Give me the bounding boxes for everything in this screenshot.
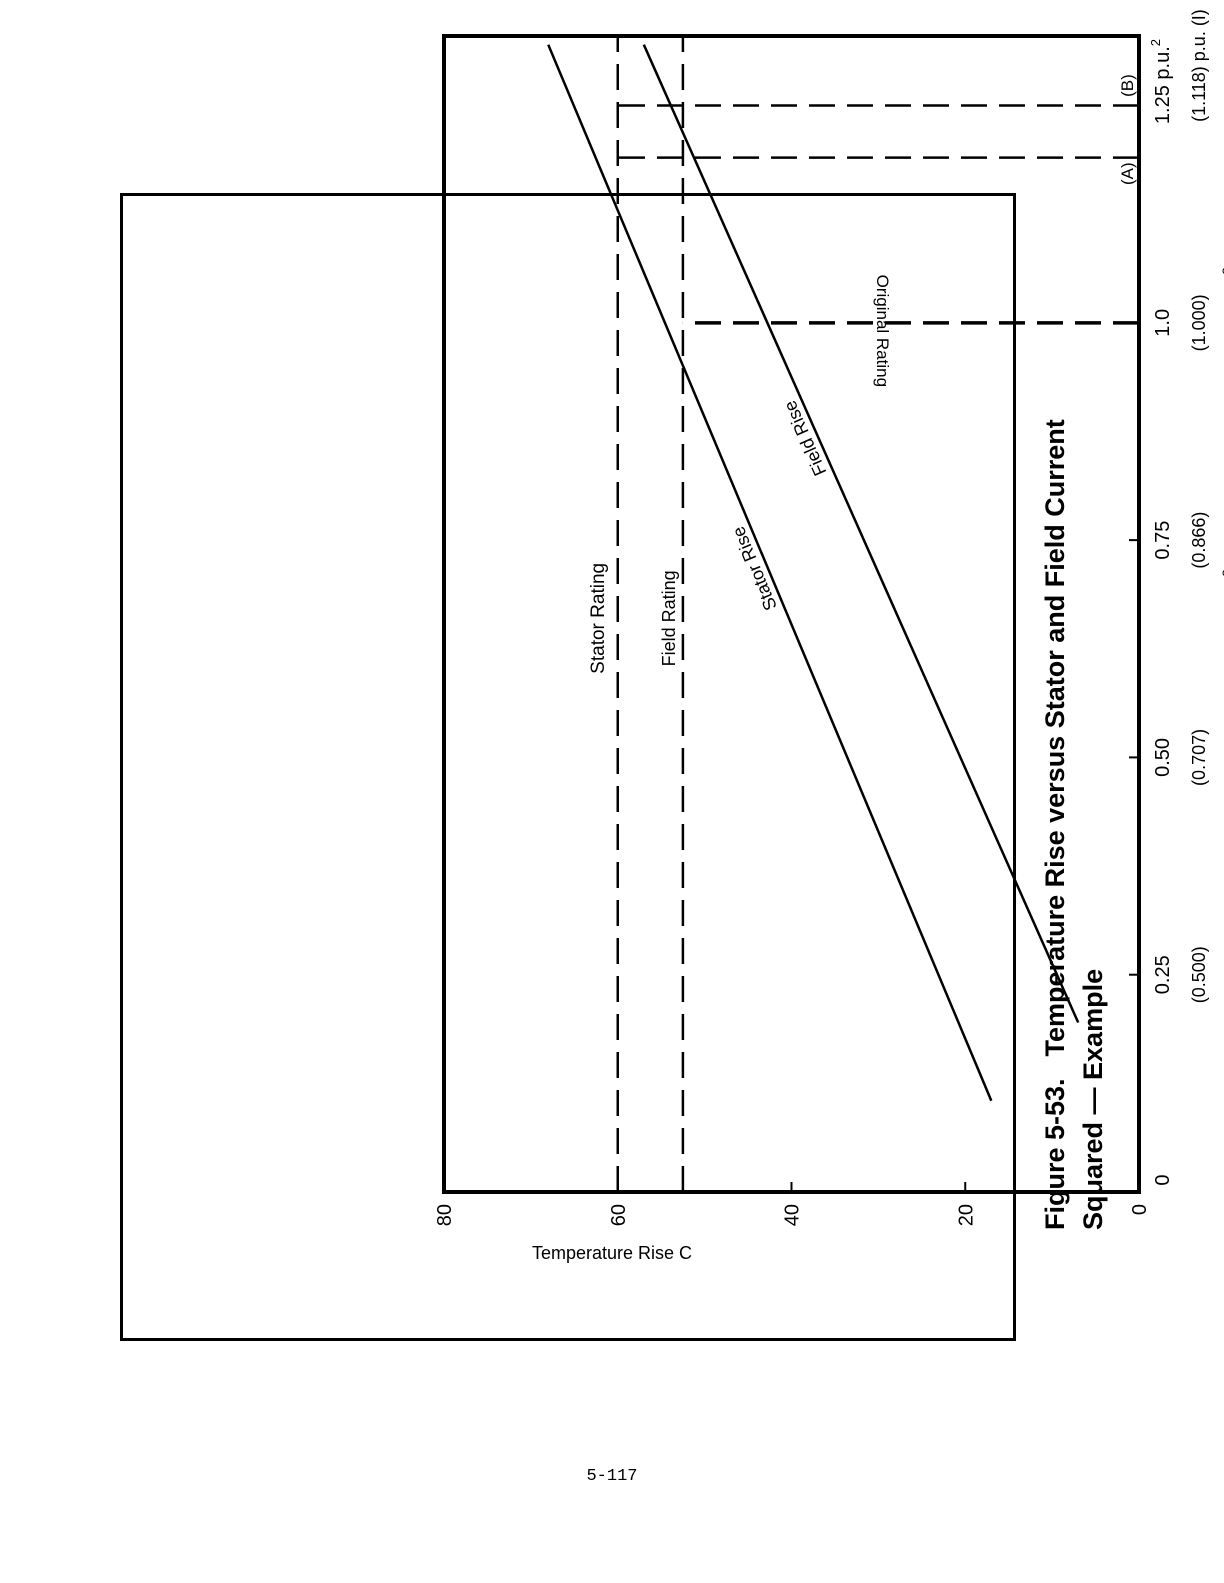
plot-frame: [442, 34, 1141, 1194]
y-tick-label: 80: [434, 1204, 456, 1226]
page-number: 5-117: [586, 1467, 638, 1486]
y-tick-label: 0: [1129, 1204, 1151, 1215]
x-tick-sublabel: (1.000): [1189, 294, 1209, 351]
y-tick-label: 60: [608, 1204, 630, 1226]
exponent: 2: [1219, 569, 1224, 577]
y-tick-label: 40: [782, 1204, 804, 1226]
y-axis-label: Temperature Rise C: [532, 1243, 692, 1263]
x-tick-label: 0.75: [1152, 521, 1174, 560]
x-tick-sublabel: (1.118) p.u. (I): [1189, 9, 1209, 122]
figure-number: Figure 5-53.: [1040, 1078, 1070, 1230]
x-tick-label: 0.50: [1152, 738, 1174, 777]
x-tick-label: 1.25 p.u.2: [1148, 39, 1174, 124]
stator-rating-label: Stator Rating: [588, 563, 609, 674]
exponent: 2: [1219, 267, 1224, 275]
x-axis-label: Field CurrentRated Field Current()2andSt…: [1219, 267, 1224, 577]
x-tick-sublabel: (0.866): [1189, 512, 1209, 569]
figure-frame: [120, 193, 1016, 1341]
figure-caption: Figure 5-53.Temperature Rise versus Stat…: [1036, 410, 1112, 1230]
x-tick-label: 0: [1152, 1174, 1174, 1185]
original-rating-label: Original Rating: [873, 275, 892, 387]
series-line: [642, 44, 1080, 1024]
marker-a-label: (A): [1118, 162, 1137, 185]
y-tick-label: 20: [955, 1204, 977, 1226]
x-tick-label: 1.0: [1152, 309, 1174, 337]
x-tick-label: 0.25: [1152, 955, 1174, 994]
x-tick-sublabel: (0.707): [1189, 729, 1209, 786]
series-line: [547, 44, 993, 1102]
field-rating-label: Field Rating: [659, 570, 679, 666]
x-tick-sublabel: (0.500): [1189, 946, 1209, 1003]
marker-b-label: (B): [1118, 74, 1137, 97]
